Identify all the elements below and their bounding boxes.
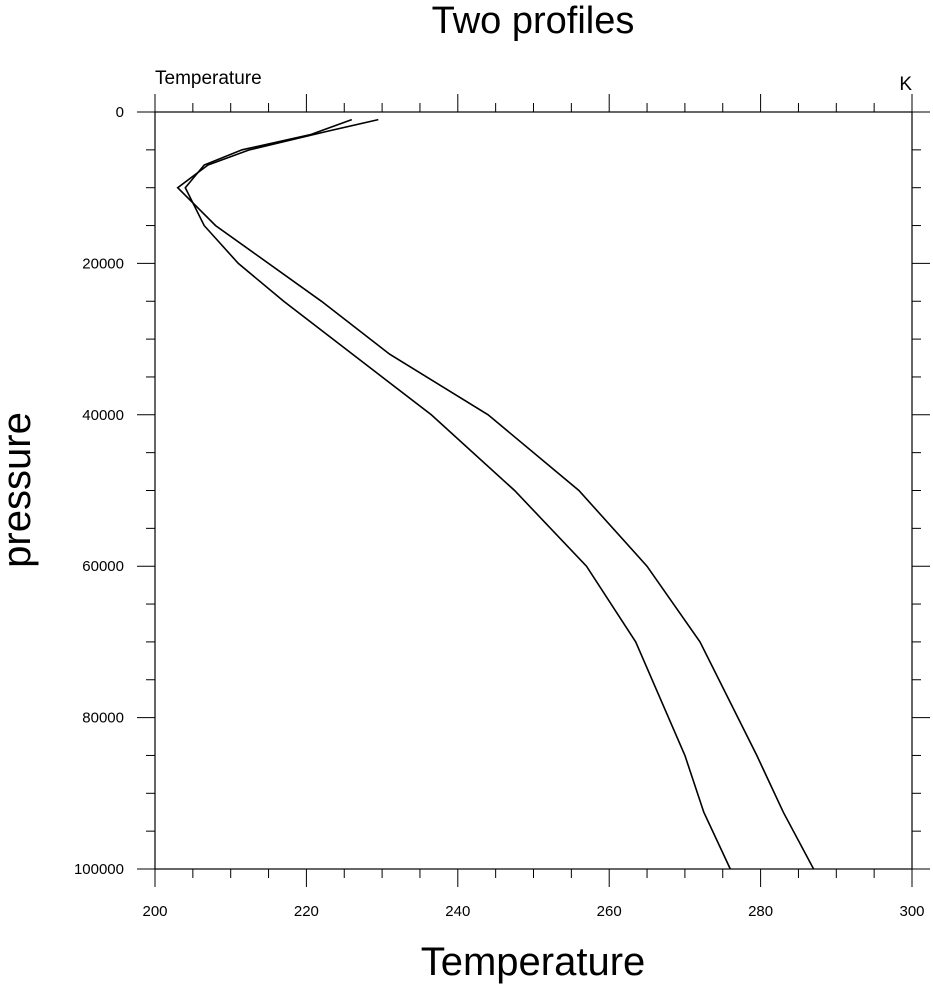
subtitle-left: Temperature [155, 68, 262, 89]
subtitle-units: K [899, 74, 912, 95]
x-tick-label: 240 [445, 903, 470, 920]
tick-labels: 200 220 240 260 280 300 0 20000 40000 60000 80000 1… [74, 104, 925, 920]
y-tick-label: 20000 [82, 255, 124, 272]
series-group [176, 118, 815, 870]
axis-ticks [137, 94, 930, 887]
plot-frame [154, 111, 913, 870]
profile-line-1 [184, 118, 732, 870]
x-tick-label: 260 [597, 903, 622, 920]
profile-line-2 [176, 118, 815, 870]
y-tick-label: 80000 [82, 710, 124, 727]
x-tick-label: 300 [899, 903, 924, 920]
y-tick-label: 100000 [74, 861, 124, 878]
x-axis-label: Temperature [421, 940, 646, 984]
x-tick-label: 220 [294, 903, 319, 920]
y-tick-label: 0 [116, 104, 124, 121]
y-tick-label: 40000 [82, 407, 124, 424]
x-tick-label: 280 [748, 903, 773, 920]
y-axis-label: pressure [0, 412, 39, 568]
x-tick-label: 200 [142, 903, 167, 920]
chart-title: Two profiles [432, 0, 635, 42]
y-tick-label: 60000 [82, 558, 124, 575]
